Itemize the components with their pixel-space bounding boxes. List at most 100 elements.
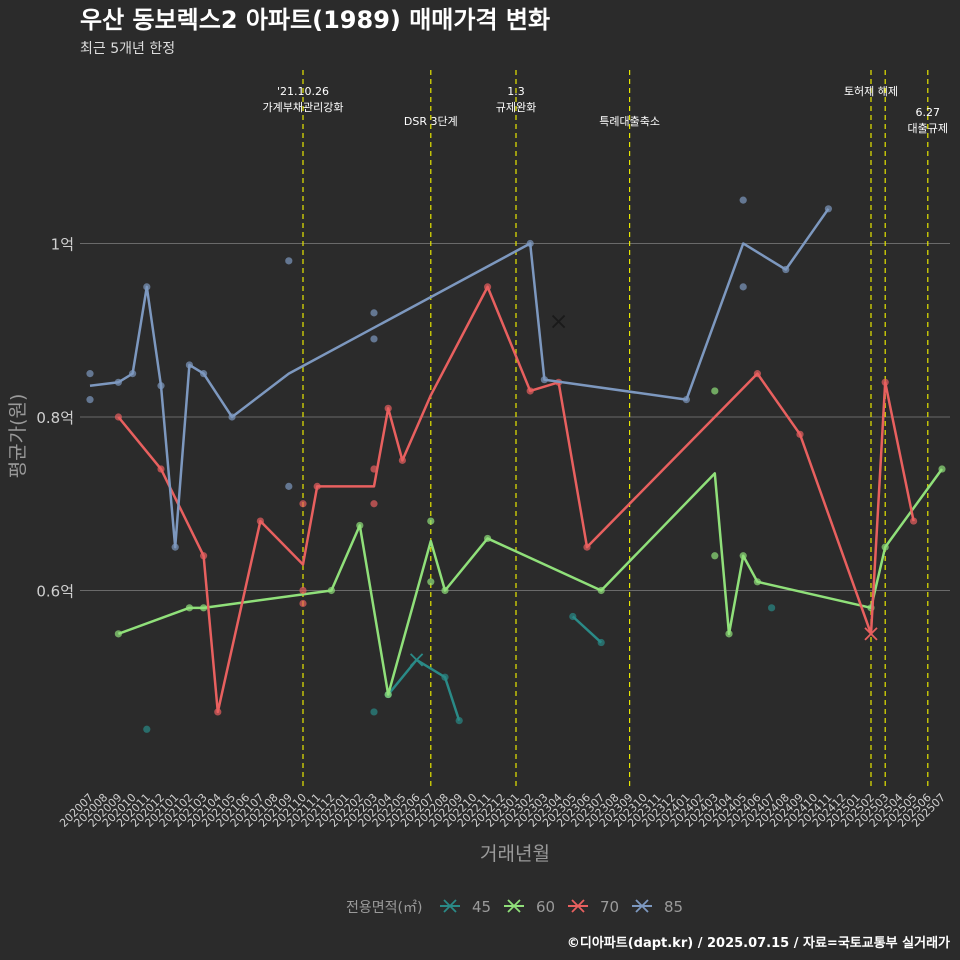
y-tick-label: 0.8억 bbox=[36, 409, 74, 427]
data-point bbox=[171, 543, 179, 551]
x-marker bbox=[551, 314, 566, 329]
legend-swatch-x bbox=[571, 899, 585, 913]
grid-layer bbox=[80, 242, 950, 591]
data-point bbox=[129, 370, 137, 378]
data-point bbox=[185, 604, 193, 612]
event-label: DSR 3단계 bbox=[404, 115, 458, 128]
data-point bbox=[725, 630, 733, 638]
data-point bbox=[711, 387, 719, 395]
legend: 전용면적(㎡) 45 60 70 85 bbox=[346, 898, 683, 916]
data-point bbox=[427, 578, 435, 586]
series-line bbox=[117, 468, 944, 696]
series-60 bbox=[114, 387, 946, 699]
data-point bbox=[313, 482, 321, 490]
data-point bbox=[910, 517, 918, 525]
data-point bbox=[200, 370, 208, 378]
data-point bbox=[370, 465, 378, 473]
legend-swatch-x bbox=[507, 899, 521, 913]
data-point bbox=[370, 708, 378, 716]
data-point bbox=[441, 586, 449, 595]
data-point bbox=[881, 378, 889, 386]
data-point bbox=[200, 552, 208, 560]
x-marker bbox=[409, 653, 424, 667]
legend-label: 85 bbox=[664, 898, 683, 916]
series-layer bbox=[86, 196, 946, 733]
data-point bbox=[796, 430, 804, 438]
event-label: 1.3 bbox=[507, 85, 525, 98]
y-axis-label: 평균가(원) bbox=[7, 394, 29, 479]
event-label: '21.10.26 bbox=[277, 85, 329, 98]
data-point bbox=[526, 387, 534, 395]
data-point bbox=[583, 543, 591, 551]
data-point bbox=[398, 456, 406, 464]
data-point bbox=[384, 690, 392, 699]
data-point bbox=[569, 612, 577, 621]
data-point bbox=[285, 257, 293, 265]
data-point bbox=[200, 604, 208, 612]
event-label: 대출규제 bbox=[908, 122, 948, 135]
legend-item-85: 85 bbox=[632, 898, 683, 916]
data-point bbox=[157, 465, 165, 473]
data-point bbox=[86, 370, 94, 378]
event-label: 토허제 해제 bbox=[844, 84, 898, 98]
data-point bbox=[143, 283, 151, 291]
data-point bbox=[711, 552, 719, 560]
series-70 bbox=[114, 283, 918, 716]
data-point bbox=[782, 265, 790, 274]
data-point bbox=[356, 521, 364, 530]
data-point bbox=[739, 552, 747, 560]
data-point bbox=[824, 205, 833, 213]
data-point bbox=[114, 413, 122, 421]
data-point bbox=[370, 335, 378, 343]
data-point bbox=[86, 396, 94, 404]
series-85 bbox=[86, 196, 833, 551]
data-point bbox=[114, 378, 122, 386]
legend-label: 70 bbox=[600, 898, 619, 916]
chart-subtitle: 최근 5개년 한정 bbox=[80, 41, 175, 57]
data-point bbox=[455, 717, 463, 725]
data-point bbox=[370, 500, 378, 508]
data-point bbox=[597, 586, 605, 595]
legend-swatch-x bbox=[443, 899, 457, 913]
data-point bbox=[384, 404, 392, 412]
data-point bbox=[753, 370, 762, 378]
legend-title: 전용면적(㎡) bbox=[346, 900, 422, 916]
data-point bbox=[256, 517, 264, 525]
data-point bbox=[597, 638, 605, 647]
series-line bbox=[117, 285, 915, 714]
series-line bbox=[89, 208, 830, 549]
x-axis-label: 거래년월 bbox=[480, 843, 550, 865]
x-marker bbox=[864, 627, 878, 641]
data-point bbox=[114, 630, 122, 638]
legend-item-45: 45 bbox=[440, 898, 491, 916]
data-point bbox=[441, 673, 449, 681]
data-point bbox=[484, 283, 492, 291]
data-point bbox=[739, 283, 747, 291]
event-label: 6.27 bbox=[916, 106, 941, 119]
data-point bbox=[427, 517, 435, 525]
data-point bbox=[285, 482, 293, 490]
y-tick-label: 1억 bbox=[51, 235, 74, 253]
data-point bbox=[299, 599, 307, 608]
event-label: 가계부채관리강화 bbox=[263, 101, 344, 114]
data-point bbox=[768, 604, 776, 612]
data-point bbox=[682, 396, 691, 404]
data-point bbox=[370, 309, 378, 317]
data-point bbox=[881, 543, 889, 551]
legend-swatch-x bbox=[635, 899, 649, 913]
series-line bbox=[387, 658, 461, 721]
y-tick-label: 0.6억 bbox=[36, 582, 74, 600]
data-point bbox=[526, 239, 534, 248]
caption: ©디아파트(dapt.kr) / 2025.07.15 / 자료=국토교통부 실… bbox=[567, 935, 950, 951]
series-line-segment bbox=[571, 615, 603, 644]
data-point bbox=[484, 534, 492, 543]
data-point bbox=[185, 361, 193, 369]
data-point bbox=[228, 413, 236, 421]
legend-label: 60 bbox=[536, 898, 555, 916]
data-point bbox=[327, 586, 335, 595]
legend-item-70: 70 bbox=[568, 898, 619, 916]
data-point bbox=[938, 465, 946, 473]
